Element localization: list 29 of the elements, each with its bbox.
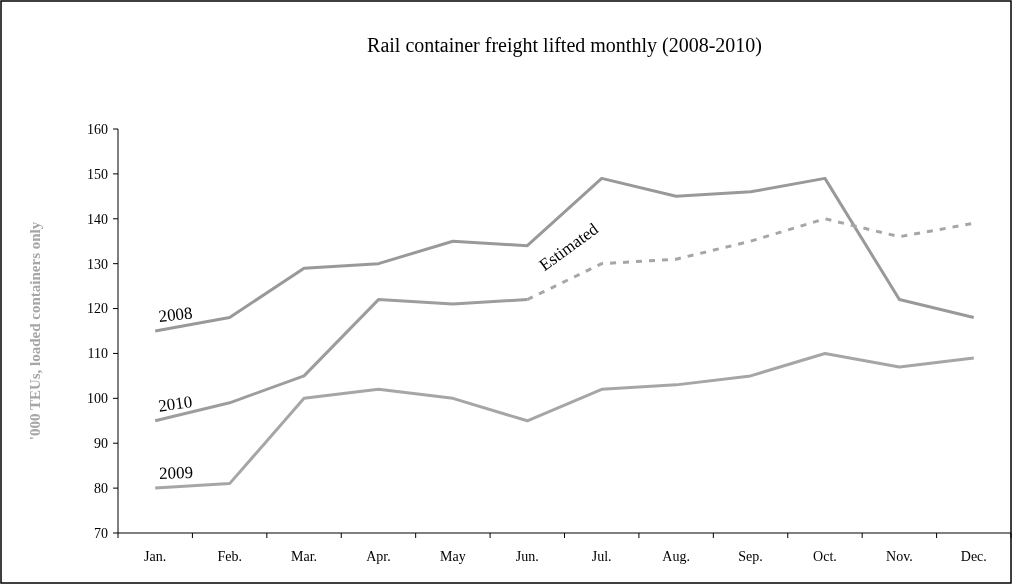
- line-series: [153, 176, 976, 333]
- y-tick-label: 160: [87, 121, 108, 137]
- x-tick-label: Feb.: [217, 549, 242, 564]
- x-tick-label: Sep.: [738, 549, 763, 564]
- x-tick-label: Jan.: [144, 549, 167, 564]
- y-tick-label: 140: [87, 211, 108, 227]
- series-label: 2009: [158, 462, 194, 484]
- y-tick-label: 120: [87, 301, 108, 317]
- y-tick-label: 90: [94, 436, 108, 452]
- text: 2008: [157, 303, 194, 326]
- y-tick-label: 150: [87, 166, 108, 182]
- x-tick-label: Nov.: [886, 549, 913, 564]
- y-tick-label: 100: [87, 391, 108, 407]
- x-tick-label: Jun.: [515, 549, 539, 564]
- x-tick-label: May: [440, 549, 466, 564]
- x-tick-label: Mar.: [291, 549, 318, 564]
- line-series: [153, 351, 976, 490]
- y-tick-label: 110: [87, 346, 108, 362]
- y-tick-label: 70: [94, 525, 108, 541]
- chart-title: Rail container freight lifted monthly (2008-2010): [367, 34, 762, 57]
- x-tick-label: Apr.: [366, 549, 391, 564]
- x-tick-label: Oct.: [813, 549, 837, 564]
- y-axis-title: '000 TEUs, loaded containers only: [27, 221, 43, 441]
- y-tick-label: 80: [94, 481, 108, 497]
- x-tick-label: Dec.: [960, 549, 987, 564]
- y-tick-label: 130: [87, 256, 108, 272]
- text: 2010: [157, 392, 194, 416]
- x-tick-label: Aug.: [662, 549, 690, 564]
- x-tick-label: Jul.: [591, 549, 612, 564]
